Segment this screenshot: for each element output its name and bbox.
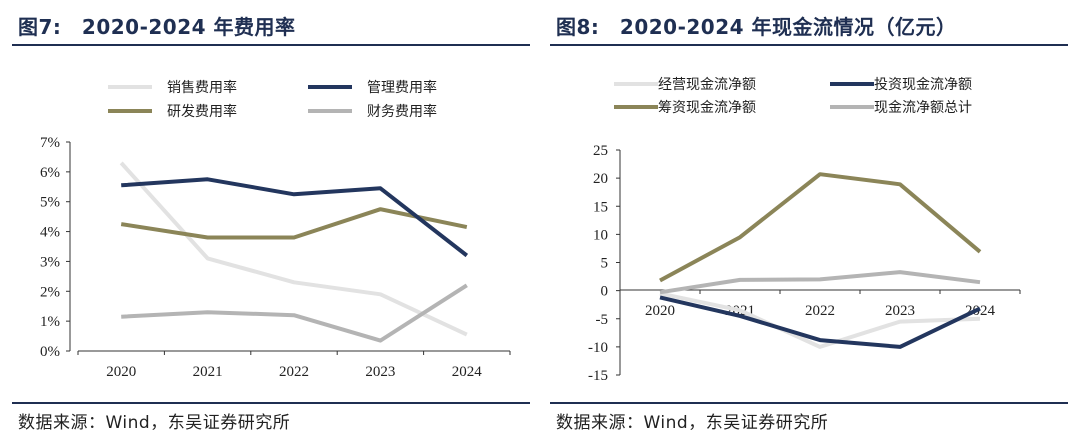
chart-title: 图7: 2020-2024 年费用率 bbox=[18, 15, 296, 39]
x-tick-label: 2022 bbox=[805, 303, 835, 319]
y-tick-label: -5 bbox=[596, 312, 609, 328]
y-tick-label: 1% bbox=[40, 314, 60, 330]
legend-label: 财务费用率 bbox=[367, 103, 437, 120]
x-tick-label: 2020 bbox=[645, 303, 675, 319]
y-tick-label: 4% bbox=[40, 225, 60, 241]
source-note: 数据来源：Wind，东吴证券研究所 bbox=[556, 413, 829, 433]
legend-label: 销售费用率 bbox=[167, 79, 237, 96]
y-tick-label: 5 bbox=[601, 256, 609, 272]
y-tick-label: 3% bbox=[40, 254, 60, 270]
y-tick-label: 7% bbox=[40, 135, 60, 151]
source-rule bbox=[550, 402, 1068, 404]
series-line-1 bbox=[659, 291, 981, 349]
y-tick-label: 0% bbox=[40, 344, 60, 360]
series-line-3 bbox=[659, 172, 982, 283]
series-line-2 bbox=[121, 177, 469, 258]
y-tick-label: 25 bbox=[593, 143, 608, 159]
x-tick-label: 2024 bbox=[965, 303, 996, 319]
legend-label: 现金流净额总计 bbox=[874, 100, 972, 116]
chart-title: 图8: 2020-2024 年现金流情况（亿元） bbox=[556, 15, 957, 39]
y-tick-label: 15 bbox=[593, 199, 608, 215]
series-line-4 bbox=[121, 283, 468, 343]
title-rule bbox=[12, 44, 530, 46]
y-tick-label: 5% bbox=[40, 195, 60, 211]
y-tick-label: -10 bbox=[588, 340, 608, 356]
y-tick-label: -15 bbox=[588, 368, 608, 384]
legend-label: 经营现金流净额 bbox=[658, 77, 756, 93]
legend-label: 筹资现金流净额 bbox=[658, 99, 756, 116]
source-rule bbox=[12, 402, 530, 404]
title-rule bbox=[550, 44, 1068, 46]
chart-panel-expense-ratio: 图7: 2020-2024 年费用率 0% 1% 2% 3% 4% 5% 6% 7% 2020 2… bbox=[12, 0, 530, 436]
x-tick-label: 2022 bbox=[279, 364, 309, 380]
legend-label: 管理费用率 bbox=[367, 79, 437, 96]
x-tick-label: 2023 bbox=[365, 364, 395, 380]
series-line-3 bbox=[120, 207, 468, 240]
series-line-4 bbox=[659, 270, 981, 295]
x-tick-label: 2023 bbox=[885, 303, 915, 319]
expense-ratio-chart: 0% 1% 2% 3% 4% 5% 6% 7% 2020 2021 2022 2023 2024 销售费用… bbox=[40, 79, 511, 380]
y-tick-label: 20 bbox=[593, 171, 608, 187]
legend-label: 研发费用率 bbox=[167, 103, 237, 120]
y-tick-label: 0 bbox=[601, 284, 609, 300]
series-line-2 bbox=[659, 295, 981, 349]
legend-label: 投资现金流净额 bbox=[874, 77, 972, 93]
x-tick-label: 2020 bbox=[106, 364, 136, 380]
y-tick-label: 6% bbox=[40, 165, 60, 181]
chart-panel-cash-flow: 图8: 2020-2024 年现金流情况（亿元） -15 -10 -5 0 5 10 15 2… bbox=[550, 0, 1068, 436]
y-tick-label: 10 bbox=[593, 227, 608, 243]
source-note: 数据来源：Wind，东吴证券研究所 bbox=[18, 413, 291, 433]
x-tick-label: 2024 bbox=[452, 364, 483, 380]
x-tick-label: 2021 bbox=[193, 364, 223, 380]
y-tick-label: 2% bbox=[40, 284, 60, 300]
series-line-1 bbox=[119, 161, 468, 337]
